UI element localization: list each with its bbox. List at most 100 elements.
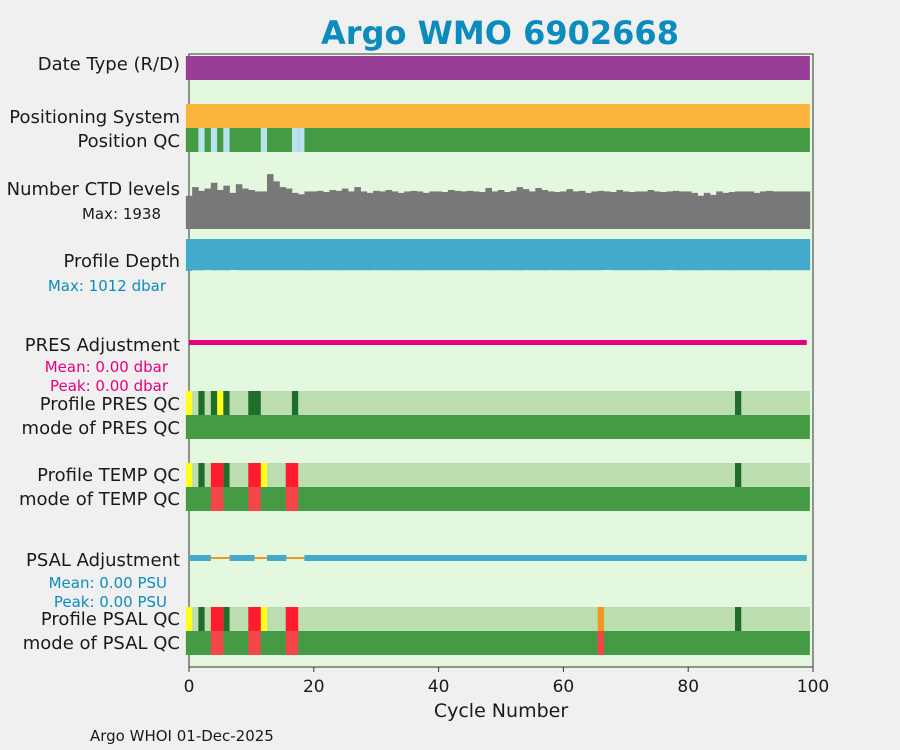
ctd-level-bar (310, 191, 318, 229)
profile-depth-bar (678, 239, 686, 271)
profile-depth-bar (435, 239, 443, 271)
mode-temp-qc-bad-cell (210, 487, 218, 511)
plot-background (188, 53, 814, 668)
ctd-level-bar (572, 191, 580, 229)
ctd-level-bar (373, 190, 380, 229)
profile-depth-bar (391, 239, 399, 271)
profile-depth-bar (685, 239, 692, 271)
profile-depth-bar (229, 239, 237, 270)
ctd-level-bar (491, 191, 499, 229)
profile-depth-bar (485, 239, 492, 271)
ctd-level-bar (329, 189, 336, 229)
mode-psal-qc-bad-cell (285, 631, 292, 655)
ctd-level-bar (579, 190, 586, 229)
label-positioning-system: Positioning System (9, 107, 180, 128)
profile-depth-bar (572, 239, 580, 271)
x-tick-label: 0 (184, 677, 195, 697)
ctd-level-bar (759, 191, 767, 229)
profile-temp-qc-probably-good-cell (735, 463, 742, 487)
ctd-level-bar (672, 190, 680, 229)
x-axis-label: Cycle Number (434, 700, 568, 722)
profile-depth-bar (653, 239, 661, 271)
x-tick-label: 20 (303, 677, 325, 697)
ctd-level-bar (735, 191, 742, 229)
ctd-max-text: Max: 1938 (82, 205, 161, 223)
ctd-level-bar (360, 191, 368, 229)
position-qc-interp-cell (291, 128, 299, 152)
profile-depth-bar (242, 239, 249, 271)
ctd-level-bar (204, 188, 212, 229)
label-mode-pres-qc: mode of PRES QC (22, 418, 180, 439)
profile-depth-bar (192, 239, 199, 271)
profile-pres-qc-probably-good-cell (223, 391, 230, 415)
profile-depth-bar (610, 239, 617, 271)
profile-depth-bar (335, 239, 343, 271)
profile-psal-qc-bad-cell (291, 607, 299, 631)
ctd-level-bar (242, 188, 249, 229)
psal-mean-text: Mean: 0.00 PSU (49, 574, 167, 592)
ctd-level-bar (784, 191, 792, 229)
mode-psal-qc-bad-cell (291, 631, 299, 655)
profile-depth-bar (510, 239, 517, 271)
profile-temp-qc-bad-cell (210, 463, 218, 487)
ctd-level-bar (192, 187, 199, 229)
mode-temp-qc-bar (185, 487, 810, 511)
profile-depth-bar (753, 239, 761, 271)
profile-depth-bar (541, 239, 549, 271)
profile-pres-qc-probably-good-cell (254, 391, 261, 415)
profile-psal-qc-bad-cell (217, 607, 224, 631)
ctd-level-bar (248, 189, 255, 229)
profile-depth-bar (341, 239, 349, 271)
profile-pres-qc-questionable-cell (217, 391, 224, 415)
ctd-level-bar (529, 191, 536, 229)
ctd-level-bar (541, 189, 549, 229)
profile-depth-bar (628, 239, 636, 271)
profile-pres-qc-probably-good-cell (210, 391, 218, 415)
ctd-level-bar (223, 185, 230, 229)
profile-pres-qc-probably-good-cell (248, 391, 255, 415)
profile-depth-bar (735, 239, 742, 271)
ctd-level-bar (304, 191, 311, 229)
ctd-level-bar (423, 192, 430, 229)
profile-depth-bar (248, 239, 255, 271)
ctd-level-bar (379, 191, 386, 229)
profile-psal-qc-bar (185, 607, 810, 631)
pres-adjustment-line (189, 340, 807, 345)
psal-adjustment-line (269, 555, 287, 561)
profile-depth-bar (741, 239, 748, 271)
pres-peak-text: Peak: 0.00 dbar (50, 377, 169, 395)
profile-depth-bar (535, 239, 542, 271)
mode-psal-qc-bar (185, 631, 810, 655)
ctd-level-bar (622, 191, 630, 229)
ctd-level-bar (291, 192, 299, 229)
ctd-level-bar (235, 184, 243, 229)
ctd-level-bar (666, 191, 673, 229)
profile-depth-bar (348, 239, 355, 271)
ctd-level-bar (716, 191, 723, 229)
profile-depth-bar (759, 239, 767, 271)
profile-depth-bar (585, 239, 592, 271)
ctd-level-bar (591, 191, 599, 229)
ctd-level-bar (610, 192, 617, 229)
profile-depth-bar (254, 239, 262, 271)
profile-depth-bar (529, 239, 536, 271)
profile-depth-bar (803, 239, 811, 271)
profile-depth-bar (366, 239, 374, 271)
label-mode-temp-qc: mode of TEMP QC (19, 489, 180, 510)
ctd-level-bar (185, 195, 193, 229)
profile-psal-qc-changed-cell (597, 607, 604, 631)
mode-temp-qc-bad-cell (285, 487, 292, 511)
profile-depth-bar (635, 239, 642, 271)
mode-psal-qc-bad-cell (597, 631, 604, 655)
ctd-level-bar (441, 192, 449, 229)
profile-depth-bar (641, 239, 648, 271)
ctd-level-bar (385, 189, 393, 229)
profile-depth-bar (447, 239, 455, 271)
mode-temp-qc-bad-cell (291, 487, 299, 511)
ctd-level-bar (547, 191, 555, 229)
profile-depth-bar (279, 239, 287, 271)
label-pres-adjustment: PRES Adjustment (25, 335, 180, 356)
profile-psal-qc-bad-cell (210, 607, 218, 631)
profile-depth-bar (772, 239, 779, 271)
profile-depth-bar (260, 239, 268, 271)
